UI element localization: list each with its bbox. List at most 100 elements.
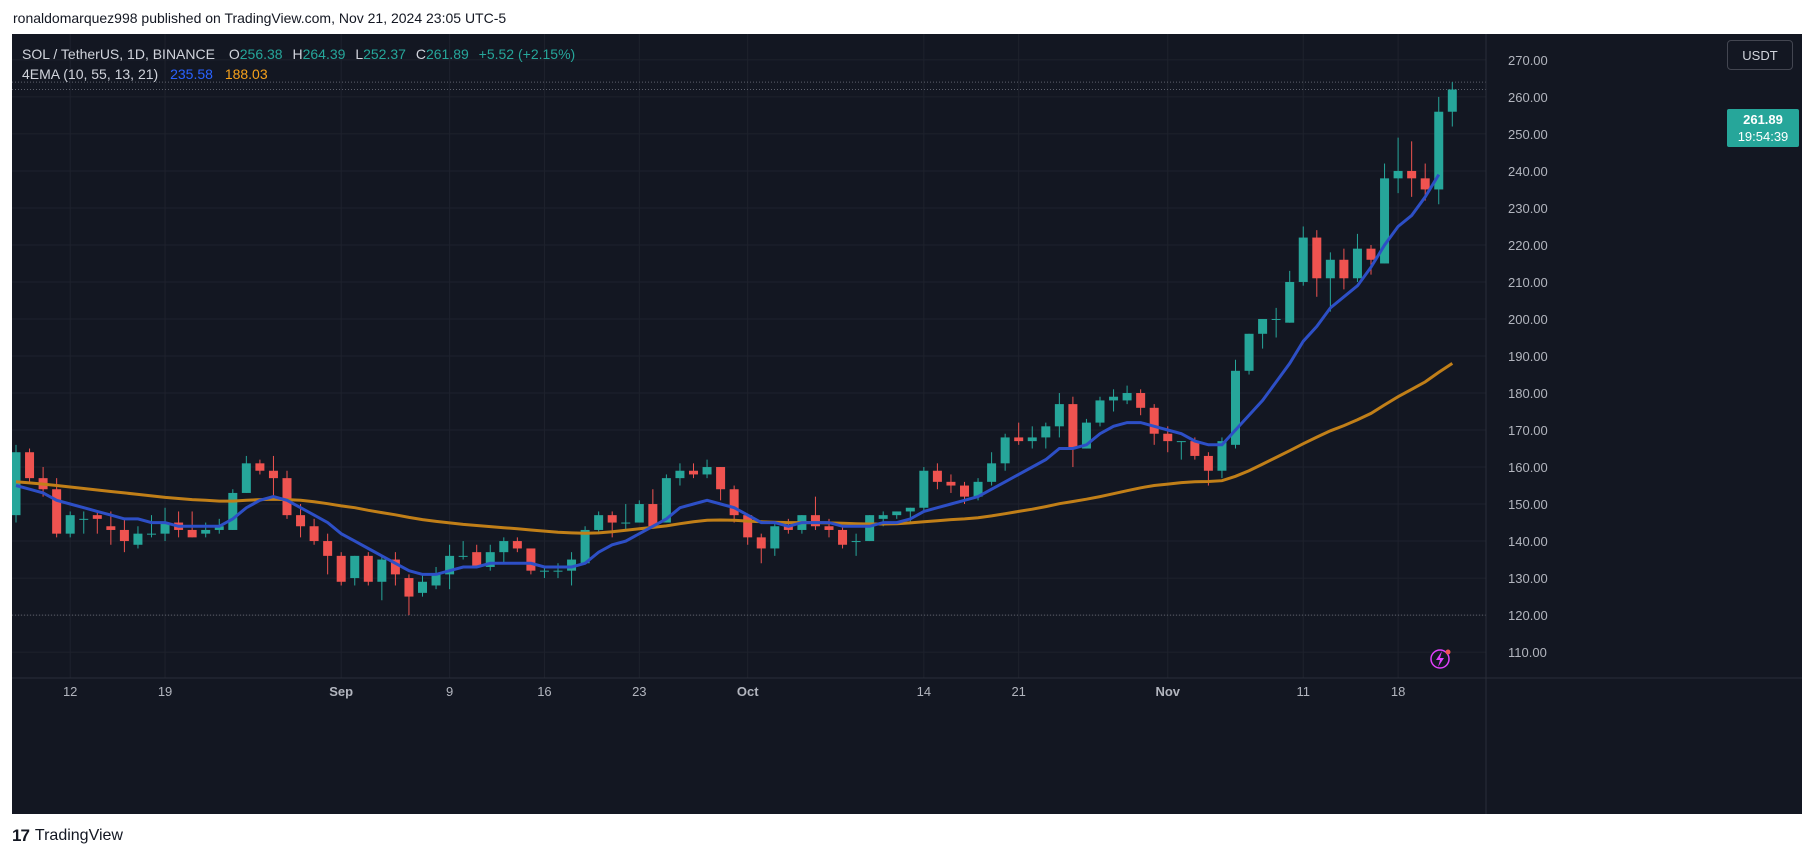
candle-body bbox=[1027, 437, 1037, 442]
candle-body bbox=[472, 552, 482, 567]
candle-body bbox=[634, 504, 644, 523]
candle bbox=[1000, 433, 1010, 471]
candle bbox=[1149, 404, 1159, 445]
chart-panel[interactable]: 110.00 120.00 130.00 140.00 150.00 160.00 170.… bbox=[12, 34, 1802, 814]
y-tick-label: 210.00 bbox=[1508, 275, 1548, 290]
last-price: 261.89 bbox=[1743, 112, 1783, 127]
y-tick-label: 170.00 bbox=[1508, 423, 1548, 438]
icons bbox=[1430, 649, 1451, 669]
candle-body bbox=[932, 470, 942, 482]
candle bbox=[1393, 137, 1403, 194]
candle-body bbox=[648, 504, 658, 527]
candle bbox=[119, 518, 129, 553]
candle-body bbox=[770, 526, 780, 549]
candle-body bbox=[729, 489, 739, 516]
candle-body bbox=[594, 515, 604, 530]
currency-button[interactable]: USDT bbox=[1727, 40, 1793, 70]
candle-body bbox=[905, 507, 915, 512]
close-value: 261.89 bbox=[425, 46, 469, 62]
candle bbox=[770, 522, 780, 556]
candle bbox=[1014, 422, 1024, 445]
candle bbox=[458, 541, 468, 560]
lightning-icon-dot bbox=[1445, 649, 1451, 655]
candle-body bbox=[187, 529, 197, 538]
candle bbox=[892, 511, 902, 519]
candle bbox=[567, 552, 577, 586]
last-price-tag: 261.89 19:54:39 bbox=[1727, 109, 1799, 147]
candle-body bbox=[160, 522, 170, 534]
candle-body bbox=[241, 463, 251, 493]
indicator-row: 4EMA (10, 55, 13, 21) 235.58 188.03 bbox=[22, 64, 575, 84]
candle bbox=[445, 544, 455, 590]
candle bbox=[79, 511, 89, 534]
candle-body bbox=[309, 526, 319, 542]
candle bbox=[810, 496, 820, 530]
y-tick-label: 270.00 bbox=[1508, 53, 1548, 68]
y-tick-label: 150.00 bbox=[1508, 497, 1548, 512]
candle-body bbox=[1366, 248, 1376, 260]
tradingview-logo[interactable]: 17 TradingView bbox=[12, 826, 123, 846]
y-tick-label: 250.00 bbox=[1508, 127, 1548, 142]
candle-body bbox=[1339, 259, 1349, 279]
x-tick-label: 19 bbox=[158, 684, 172, 699]
candlestick-chart[interactable]: 110.00 120.00 130.00 140.00 150.00 160.00 170.… bbox=[12, 34, 1802, 814]
candle-body bbox=[350, 555, 360, 579]
y-tick-label: 160.00 bbox=[1508, 460, 1548, 475]
candle-body bbox=[1271, 318, 1281, 320]
candle-body bbox=[147, 533, 156, 535]
y-tick-label: 140.00 bbox=[1508, 534, 1548, 549]
candle bbox=[634, 500, 644, 523]
candle bbox=[336, 552, 346, 586]
y-tick-label: 110.00 bbox=[1508, 645, 1547, 660]
lightning-icon-ring bbox=[1430, 649, 1450, 669]
candle bbox=[716, 467, 726, 501]
candle-body bbox=[52, 489, 62, 534]
candle-body bbox=[553, 570, 563, 572]
y-tick-label: 220.00 bbox=[1508, 238, 1548, 253]
candle bbox=[485, 544, 495, 571]
candle bbox=[1447, 82, 1457, 127]
x-tick-label: Oct bbox=[737, 684, 759, 699]
candle-body bbox=[1041, 426, 1051, 438]
candle bbox=[323, 533, 333, 575]
candle bbox=[431, 566, 441, 590]
candle bbox=[187, 511, 197, 538]
candle-body bbox=[1149, 407, 1159, 434]
candle bbox=[594, 511, 604, 534]
candle-body bbox=[65, 515, 75, 534]
candle bbox=[12, 444, 21, 523]
candle bbox=[1298, 226, 1308, 286]
x-tick-label: 18 bbox=[1391, 684, 1405, 699]
open-value: 256.38 bbox=[239, 46, 283, 62]
candle bbox=[1244, 333, 1254, 375]
candle-body bbox=[92, 515, 102, 519]
candle-body bbox=[689, 470, 698, 475]
candle bbox=[1325, 252, 1335, 312]
candle-body bbox=[133, 533, 143, 545]
candle bbox=[1231, 359, 1240, 449]
candle bbox=[675, 463, 685, 486]
x-tick-label: 12 bbox=[63, 684, 77, 699]
candle bbox=[133, 526, 143, 549]
indicator-label[interactable]: 4EMA (10, 55, 13, 21) bbox=[22, 66, 159, 82]
candle-body bbox=[1298, 237, 1308, 282]
candle-body bbox=[1285, 281, 1295, 323]
candle bbox=[106, 511, 116, 545]
ema-lines bbox=[15, 173, 1454, 576]
candle bbox=[1041, 422, 1051, 449]
candle bbox=[932, 463, 942, 490]
y-tick-label: 240.00 bbox=[1508, 164, 1548, 179]
x-tick-label: 21 bbox=[1011, 684, 1025, 699]
candle-body bbox=[1393, 170, 1403, 179]
candle-body bbox=[539, 570, 549, 572]
candle bbox=[404, 574, 414, 616]
symbol-label[interactable]: SOL / TetherUS, 1D, BINANCE bbox=[22, 46, 215, 62]
candle-body bbox=[1420, 178, 1430, 190]
candle-body bbox=[783, 526, 793, 530]
candle bbox=[526, 548, 536, 575]
candle bbox=[147, 515, 156, 538]
candle bbox=[648, 489, 658, 527]
candle bbox=[241, 455, 251, 493]
x-tick-label: 16 bbox=[537, 684, 551, 699]
candle-body bbox=[1325, 259, 1335, 279]
